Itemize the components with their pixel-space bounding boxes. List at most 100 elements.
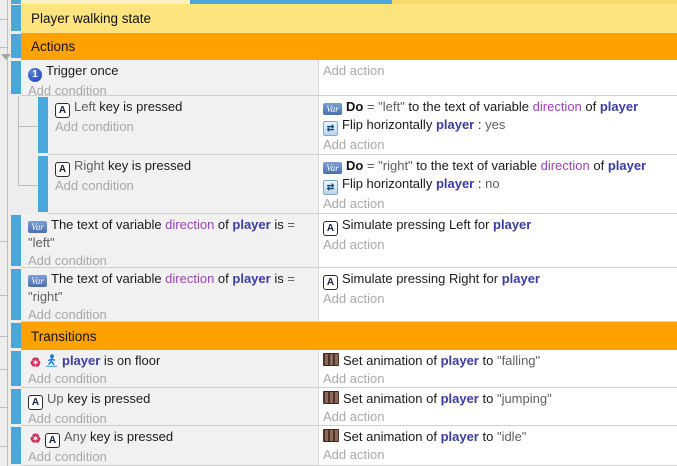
text-segment: of xyxy=(214,217,233,232)
condition-line[interactable]: A Right key is pressed xyxy=(48,157,318,177)
conditions-cell[interactable]: ♻ A Any key is pressed Add condition xyxy=(21,426,318,466)
text-segment: : xyxy=(474,176,486,191)
conditions-cell[interactable]: Var The text of variable direction of pla… xyxy=(21,214,318,268)
event-direction-is-left[interactable]: Var The text of variable direction of pla… xyxy=(0,214,677,268)
add-condition-button[interactable]: Add condition xyxy=(28,411,107,426)
event-right-key-pressed[interactable]: A Right key is pressed Add condition Var Do … xyxy=(0,155,677,214)
text-segment: = "left" xyxy=(366,99,405,114)
add-action-button[interactable]: Add action xyxy=(323,137,385,152)
event-drag-handle[interactable] xyxy=(11,61,21,94)
event-drag-handle[interactable] xyxy=(11,269,21,320)
text-segment: player xyxy=(232,271,271,286)
add-condition-button[interactable]: Add condition xyxy=(28,371,107,386)
condition-line[interactable]: Var The text of variable direction of pla… xyxy=(21,216,318,252)
tree-connector xyxy=(18,96,19,185)
action-line[interactable]: Var Do = "right" to the text of variable … xyxy=(319,157,677,175)
event-drag-handle[interactable] xyxy=(11,351,21,386)
action-line[interactable]: Set animation of player to "falling" xyxy=(319,352,677,370)
tree-connector xyxy=(18,185,38,186)
text-segment: : xyxy=(474,117,486,132)
text-segment: The text of variable xyxy=(51,217,166,232)
condition-line[interactable]: ♻ player is on floor xyxy=(21,352,318,370)
action-line[interactable]: Var Do = "left" to the text of variable d… xyxy=(319,98,677,116)
section-header-transitions[interactable]: Transitions xyxy=(0,322,677,350)
action-line[interactable]: A Simulate pressing Left for player xyxy=(319,216,677,236)
event-drag-handle[interactable] xyxy=(11,389,21,424)
text-segment: is on floor xyxy=(100,353,161,368)
event-player-on-floor[interactable]: ♻ player is on floor Add condition Set anim… xyxy=(0,350,677,388)
condition-line[interactable]: Var The text of variable direction of pla… xyxy=(21,270,318,306)
conditions-cell[interactable]: 1 Trigger once Add condition xyxy=(21,60,318,98)
event-drag-handle[interactable] xyxy=(38,156,48,212)
add-action-button[interactable]: Add action xyxy=(323,237,385,252)
add-condition-button[interactable]: Add condition xyxy=(55,119,134,134)
text-segment: "idle" xyxy=(496,429,527,444)
keyboard-a-icon: A xyxy=(55,103,70,118)
event-up-key-pressed[interactable]: A Up key is pressed Add condition Set anima… xyxy=(0,388,677,426)
collapse-arrow-icon[interactable] xyxy=(1,54,11,60)
conditions-cell[interactable]: Var The text of variable direction of pla… xyxy=(21,268,318,322)
text-segment: player xyxy=(62,353,101,368)
add-condition-button[interactable]: Add condition xyxy=(28,307,107,322)
actions-cell[interactable]: Add action xyxy=(318,60,677,96)
insertion-indicator xyxy=(190,0,392,4)
tree-connector xyxy=(7,0,8,466)
add-condition-button[interactable]: Add condition xyxy=(28,83,107,98)
add-action-button[interactable]: Add action xyxy=(323,291,385,306)
text-segment: = "right" xyxy=(28,271,295,304)
add-action-button[interactable]: Add action xyxy=(323,196,385,211)
event-drag-handle[interactable] xyxy=(11,34,21,58)
event-drag-handle[interactable] xyxy=(11,5,21,31)
actions-cell[interactable]: Set animation of player to "idle" Add act… xyxy=(318,426,677,466)
event-drag-handle[interactable] xyxy=(38,97,48,153)
add-condition-button[interactable]: Add condition xyxy=(55,178,134,193)
event-trigger-once[interactable]: 1 Trigger once Add condition Add action xyxy=(0,60,677,98)
text-segment: Left xyxy=(74,99,100,114)
actions-cell[interactable]: A Simulate pressing Left for player Add ac… xyxy=(318,214,677,268)
event-left-key-pressed[interactable]: A Left key is pressed Add condition Var Do =… xyxy=(0,96,677,155)
text-segment: player xyxy=(435,176,475,191)
text-segment: key is pressed xyxy=(90,429,174,444)
text-segment: to xyxy=(478,391,497,406)
actions-cell[interactable]: Var Do = "left" to the text of variable d… xyxy=(318,96,677,155)
event-drag-handle[interactable] xyxy=(11,323,21,348)
text-segment: = "left" xyxy=(28,217,295,250)
event-direction-is-right[interactable]: Var The text of variable direction of pla… xyxy=(0,268,677,322)
condition-line[interactable]: ♻ A Any key is pressed xyxy=(21,428,318,448)
text-segment: of xyxy=(581,99,600,114)
add-action-button[interactable]: Add action xyxy=(323,447,385,462)
actions-cell[interactable]: A Simulate pressing Right for player Add a… xyxy=(318,268,677,322)
actions-cell[interactable]: Set animation of player to "jumping" Add … xyxy=(318,388,677,426)
section-label: Actions xyxy=(21,33,677,60)
text-segment: player xyxy=(232,217,271,232)
add-condition-button[interactable]: Add condition xyxy=(28,253,107,268)
action-line[interactable]: Set animation of player to "jumping" xyxy=(319,390,677,408)
actions-cell[interactable]: Var Do = "right" to the text of variable … xyxy=(318,155,677,214)
text-segment: direction xyxy=(165,217,215,232)
event-drag-handle[interactable] xyxy=(11,427,21,464)
text-segment: key is pressed xyxy=(99,99,183,114)
condition-line[interactable]: 1 Trigger once xyxy=(21,62,318,82)
conditions-cell[interactable]: A Up key is pressed Add condition xyxy=(21,388,318,426)
action-line[interactable]: ⇄ Flip horizontally player : yes xyxy=(319,116,677,136)
tree-connector xyxy=(0,47,8,48)
action-line[interactable]: ⇄ Flip horizontally player : no xyxy=(319,175,677,195)
add-action-button[interactable]: Add action xyxy=(323,371,385,386)
conditions-cell[interactable]: A Right key is pressed Add condition xyxy=(48,155,318,214)
conditions-cell[interactable]: A Left key is pressed Add condition xyxy=(48,96,318,155)
add-action-button[interactable]: Add action xyxy=(323,63,385,78)
action-line[interactable]: A Simulate pressing Right for player xyxy=(319,270,677,290)
event-drag-handle[interactable] xyxy=(11,215,21,266)
condition-line[interactable]: A Left key is pressed xyxy=(48,98,318,118)
add-action-button[interactable]: Add action xyxy=(323,409,385,424)
group-header-player-walking-state[interactable]: Player walking state xyxy=(0,4,677,33)
var-icon: Var xyxy=(323,103,342,115)
add-condition-button[interactable]: Add condition xyxy=(28,449,107,464)
actions-cell[interactable]: Set animation of player to "falling" Add … xyxy=(318,350,677,388)
event-any-key-pressed[interactable]: ♻ A Any key is pressed Add condition Set ani… xyxy=(0,426,677,466)
action-line[interactable]: Set animation of player to "idle" xyxy=(319,428,677,446)
section-header-actions[interactable]: Actions xyxy=(0,33,677,60)
conditions-cell[interactable]: ♻ player is on floor Add condition xyxy=(21,350,318,388)
condition-line[interactable]: A Up key is pressed xyxy=(21,390,318,410)
